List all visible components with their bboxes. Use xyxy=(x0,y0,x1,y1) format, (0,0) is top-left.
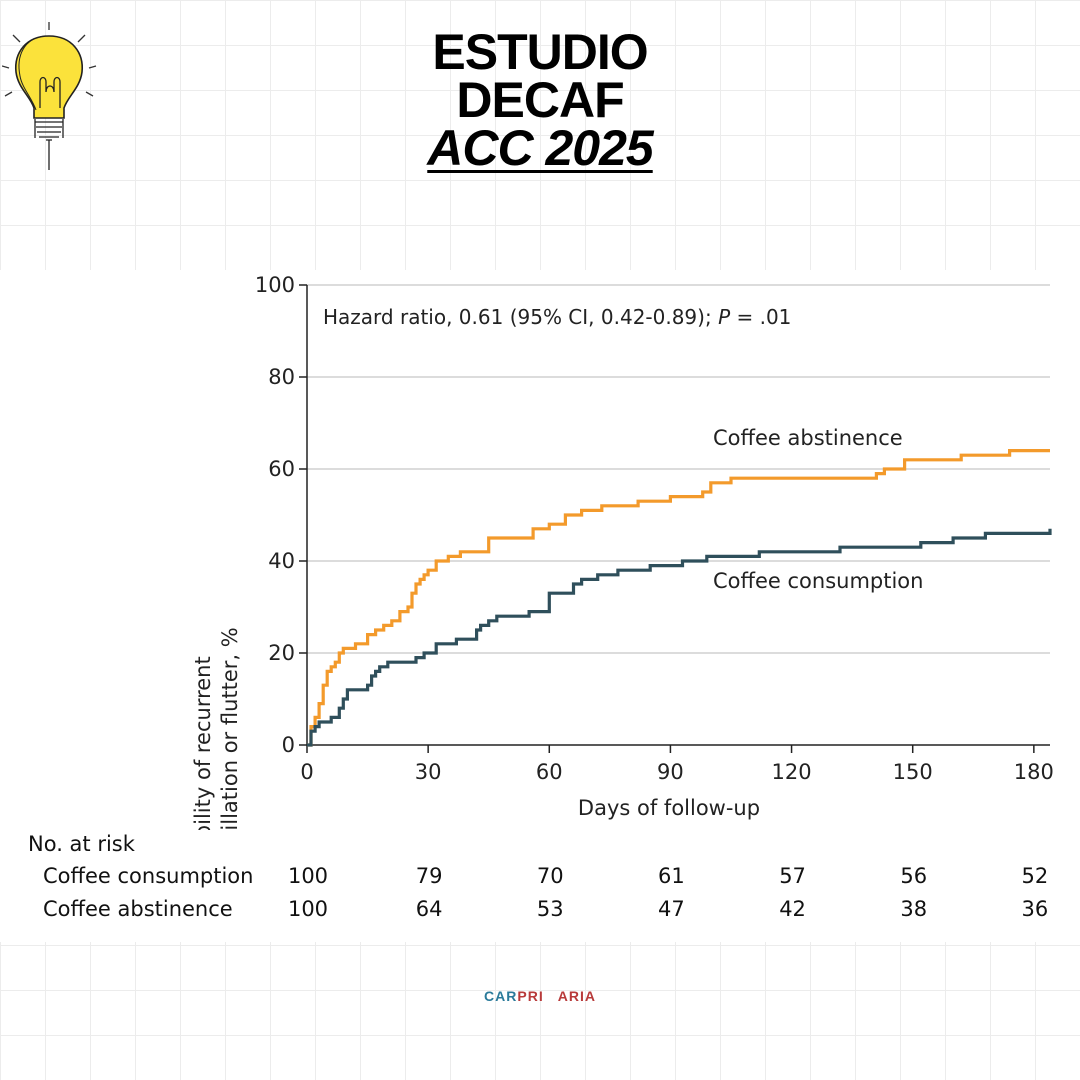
risk-value: 100 xyxy=(287,864,329,888)
header: ESTUDIO DECAF ACC 2025 xyxy=(0,24,1080,176)
risk-row-label-consumption: Coffee consumption xyxy=(43,864,254,888)
y-tick-label-100: 100 xyxy=(255,273,295,297)
risk-value: 36 xyxy=(1021,897,1049,921)
risk-value: 52 xyxy=(1021,864,1049,888)
title-line-3: ACC 2025 xyxy=(427,120,653,176)
risk-value: 53 xyxy=(536,897,564,921)
series-label-consumption: Coffee consumption xyxy=(713,569,923,593)
risk-value: 61 xyxy=(658,864,685,888)
y-axis-label-line-1: Probability of recurrent xyxy=(191,656,215,830)
logo-part-1: CAR xyxy=(484,988,518,1004)
risk-value: 56 xyxy=(900,864,928,888)
risk-value: 42 xyxy=(779,897,806,921)
x-tick-label-180: 180 xyxy=(1014,760,1054,784)
series-label-abstinence: Coffee abstinence xyxy=(713,426,903,450)
x-tick-label-60: 60 xyxy=(536,760,563,784)
y-tick-label-0: 0 xyxy=(282,733,295,757)
x-axis-label: Days of follow-up xyxy=(578,796,760,820)
y-axis-label-line-2: atrial fibrillation or flutter, % xyxy=(218,627,242,830)
y-tick-label-40: 40 xyxy=(268,549,295,573)
hazard-ratio-annotation: Hazard ratio, 0.61 (95% CI, 0.42-0.89); … xyxy=(323,305,791,329)
risk-row-label-abstinence: Coffee abstinence xyxy=(43,897,233,921)
series-line-abstinence xyxy=(307,449,1050,747)
y-tick-label-60: 60 xyxy=(268,457,295,481)
brand-logo: CARPRI ARIA xyxy=(0,988,1080,1004)
x-tick-label-150: 150 xyxy=(893,760,933,784)
series-line-consumption xyxy=(307,528,1052,747)
kaplan-meier-chart: 0 20 40 60 80 100 0 30 60 90 120 150 180 Hazard rati… xyxy=(191,273,1054,830)
lightbulb-icon xyxy=(2,22,97,170)
logo-part-3: ARIA xyxy=(557,988,596,1004)
risk-value: 79 xyxy=(415,864,443,888)
x-tick-label-0: 0 xyxy=(300,760,313,784)
logo-part-2: PRI xyxy=(517,988,544,1004)
risk-table-title: No. at risk xyxy=(28,832,135,856)
risk-value: 38 xyxy=(900,897,928,921)
risk-value: 70 xyxy=(536,864,564,888)
risk-value: 64 xyxy=(415,897,443,921)
x-tick-label-30: 30 xyxy=(415,760,442,784)
risk-value: 100 xyxy=(287,897,329,921)
title-line-1: ESTUDIO xyxy=(432,24,648,80)
chart-panel: 0 20 40 60 80 100 0 30 60 90 120 150 180 Hazard rati… xyxy=(0,270,1080,942)
risk-value: 47 xyxy=(658,897,685,921)
y-tick-label-80: 80 xyxy=(268,365,295,389)
title-line-2: DECAF xyxy=(456,72,624,128)
y-tick-label-20: 20 xyxy=(268,641,295,665)
risk-value: 57 xyxy=(779,864,806,888)
x-tick-label-90: 90 xyxy=(657,760,684,784)
x-tick-label-120: 120 xyxy=(772,760,812,784)
